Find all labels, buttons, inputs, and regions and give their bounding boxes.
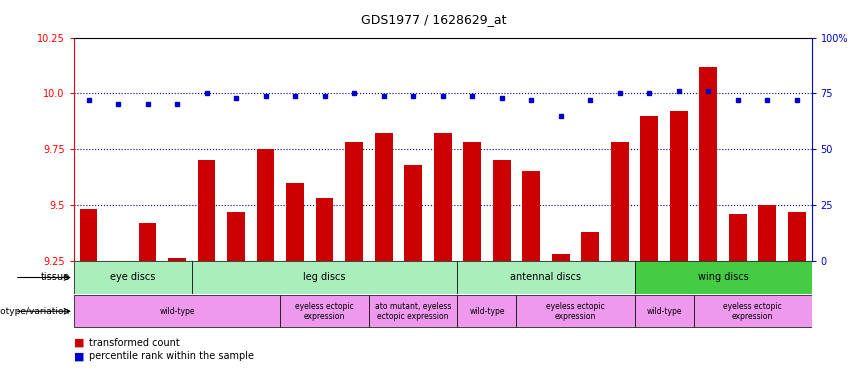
Text: wing discs: wing discs bbox=[698, 273, 748, 282]
Bar bbox=[345, 142, 363, 261]
Bar bbox=[552, 254, 569, 261]
Bar bbox=[434, 134, 451, 261]
Text: GDS1977 / 1628629_at: GDS1977 / 1628629_at bbox=[361, 13, 507, 26]
Bar bbox=[404, 165, 422, 261]
Bar bbox=[700, 66, 717, 261]
Text: transformed count: transformed count bbox=[89, 338, 181, 348]
Bar bbox=[139, 223, 156, 261]
Bar bbox=[316, 198, 333, 261]
Text: wild-type: wild-type bbox=[470, 307, 504, 316]
Bar bbox=[641, 116, 658, 261]
Bar bbox=[369, 295, 457, 327]
Text: ■: ■ bbox=[74, 351, 84, 361]
Bar bbox=[168, 258, 186, 261]
Bar bbox=[457, 295, 516, 327]
Bar bbox=[611, 142, 628, 261]
Bar bbox=[80, 209, 97, 261]
Bar bbox=[635, 261, 812, 294]
Text: wild-type: wild-type bbox=[160, 307, 194, 316]
Text: percentile rank within the sample: percentile rank within the sample bbox=[89, 351, 254, 361]
Bar bbox=[280, 295, 369, 327]
Bar bbox=[375, 134, 392, 261]
Bar bbox=[523, 171, 540, 261]
Bar bbox=[227, 211, 245, 261]
Text: leg discs: leg discs bbox=[304, 273, 345, 282]
Bar bbox=[729, 214, 746, 261]
Bar bbox=[198, 160, 215, 261]
Bar bbox=[670, 111, 687, 261]
Text: eyeless ectopic
expression: eyeless ectopic expression bbox=[723, 302, 782, 321]
Bar bbox=[516, 295, 635, 327]
Bar bbox=[464, 142, 481, 261]
Bar bbox=[759, 205, 776, 261]
Text: eye discs: eye discs bbox=[110, 273, 155, 282]
Bar bbox=[582, 232, 599, 261]
Text: eyeless ectopic
expression: eyeless ectopic expression bbox=[295, 302, 354, 321]
Text: ato mutant, eyeless
ectopic expression: ato mutant, eyeless ectopic expression bbox=[375, 302, 451, 321]
Bar bbox=[694, 295, 812, 327]
Bar bbox=[457, 261, 635, 294]
Bar bbox=[74, 295, 280, 327]
Bar bbox=[286, 183, 304, 261]
Bar bbox=[257, 149, 274, 261]
Text: wild-type: wild-type bbox=[647, 307, 681, 316]
Bar bbox=[788, 211, 806, 261]
Bar bbox=[635, 295, 694, 327]
Text: eyeless ectopic
expression: eyeless ectopic expression bbox=[546, 302, 605, 321]
Bar bbox=[74, 261, 192, 294]
Text: ■: ■ bbox=[74, 338, 84, 348]
Text: tissue: tissue bbox=[40, 273, 69, 282]
Text: genotype/variation: genotype/variation bbox=[0, 307, 69, 316]
Bar bbox=[493, 160, 510, 261]
Text: antennal discs: antennal discs bbox=[510, 273, 582, 282]
Bar bbox=[192, 261, 457, 294]
